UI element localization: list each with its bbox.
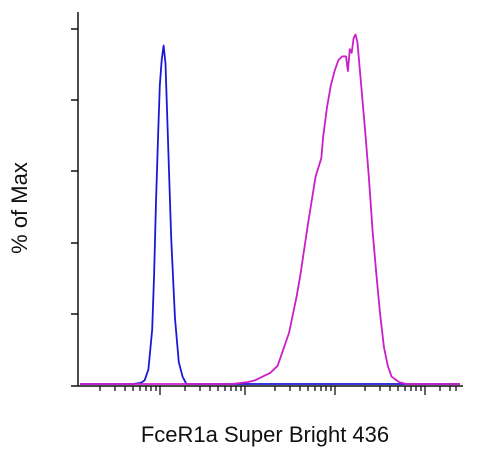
y-axis-label: % of Max xyxy=(7,162,32,254)
x-axis-label: FceR1a Super Bright 436 xyxy=(140,422,390,447)
series-lines xyxy=(80,33,460,385)
series-line-0 xyxy=(80,44,460,385)
y-axis-ticks xyxy=(71,28,78,387)
x-axis-ticks xyxy=(99,386,457,395)
series-line-1 xyxy=(80,33,460,385)
